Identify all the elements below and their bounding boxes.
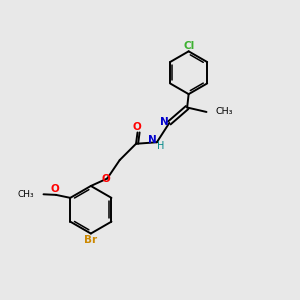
- Text: N: N: [148, 136, 157, 146]
- Text: O: O: [102, 174, 110, 184]
- Text: CH₃: CH₃: [18, 190, 34, 199]
- Text: Br: Br: [84, 235, 98, 245]
- Text: O: O: [50, 184, 59, 194]
- Text: Cl: Cl: [183, 41, 194, 51]
- Text: CH₃: CH₃: [215, 107, 233, 116]
- Text: N: N: [160, 117, 169, 128]
- Text: H: H: [157, 141, 164, 151]
- Text: O: O: [133, 122, 141, 131]
